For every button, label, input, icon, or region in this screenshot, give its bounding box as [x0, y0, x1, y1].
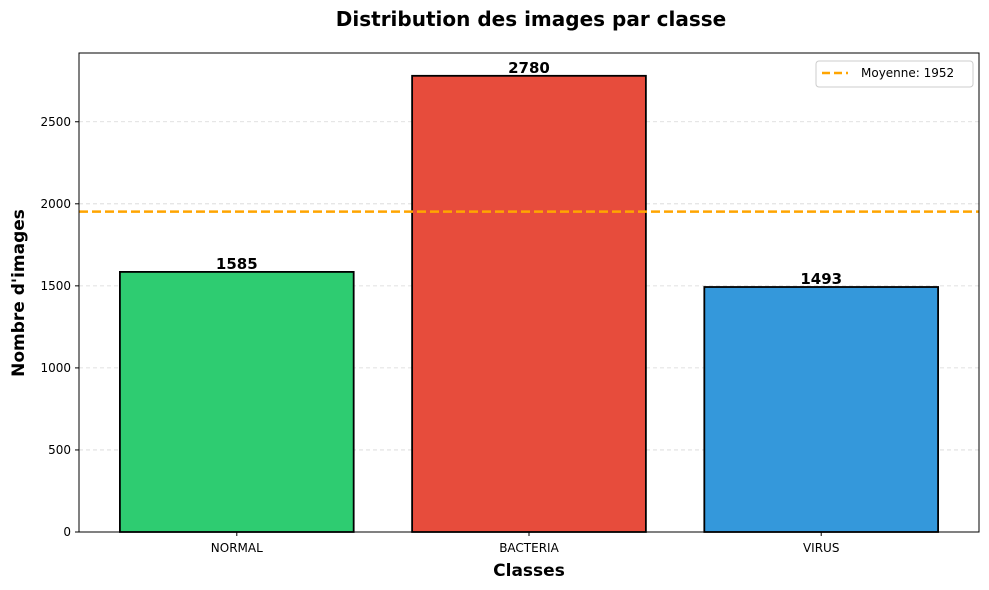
x-tick-label: BACTERIA: [499, 541, 559, 555]
data-label-bacteria: 2780: [508, 59, 550, 77]
y-tick-label: 2500: [40, 115, 71, 129]
y-tick-label: 2000: [40, 197, 71, 211]
y-axis-label: Nombre d'images: [9, 209, 29, 377]
y-tick-label: 0: [63, 525, 71, 539]
legend-box: [815, 60, 974, 88]
data-labels: 1585 2780 1493: [216, 59, 842, 288]
bar-bacteria: [411, 74, 647, 533]
x-tick-label: VIRUS: [803, 541, 840, 555]
bar-normal: [119, 271, 355, 533]
legend: Moyenne: 1952: [815, 60, 974, 88]
legend-entry-mean: Moyenne: 1952: [861, 66, 954, 80]
data-label-normal: 1585: [216, 255, 258, 273]
x-tick-label: NORMAL: [211, 541, 263, 555]
bar-virus: [703, 286, 939, 533]
y-tick-label: 1500: [40, 279, 71, 293]
y-tick-label: 500: [48, 443, 71, 457]
data-label-virus: 1493: [800, 270, 842, 288]
bars: [119, 74, 939, 533]
x-axis-label: Classes: [493, 561, 565, 581]
axis-ticks: 0 500 1000 1500 2000 2500 NORMAL BACTERIA VIRUS: [40, 115, 839, 555]
y-tick-label: 1000: [40, 361, 71, 375]
chart-title: Distribution des images par classe: [336, 7, 726, 31]
